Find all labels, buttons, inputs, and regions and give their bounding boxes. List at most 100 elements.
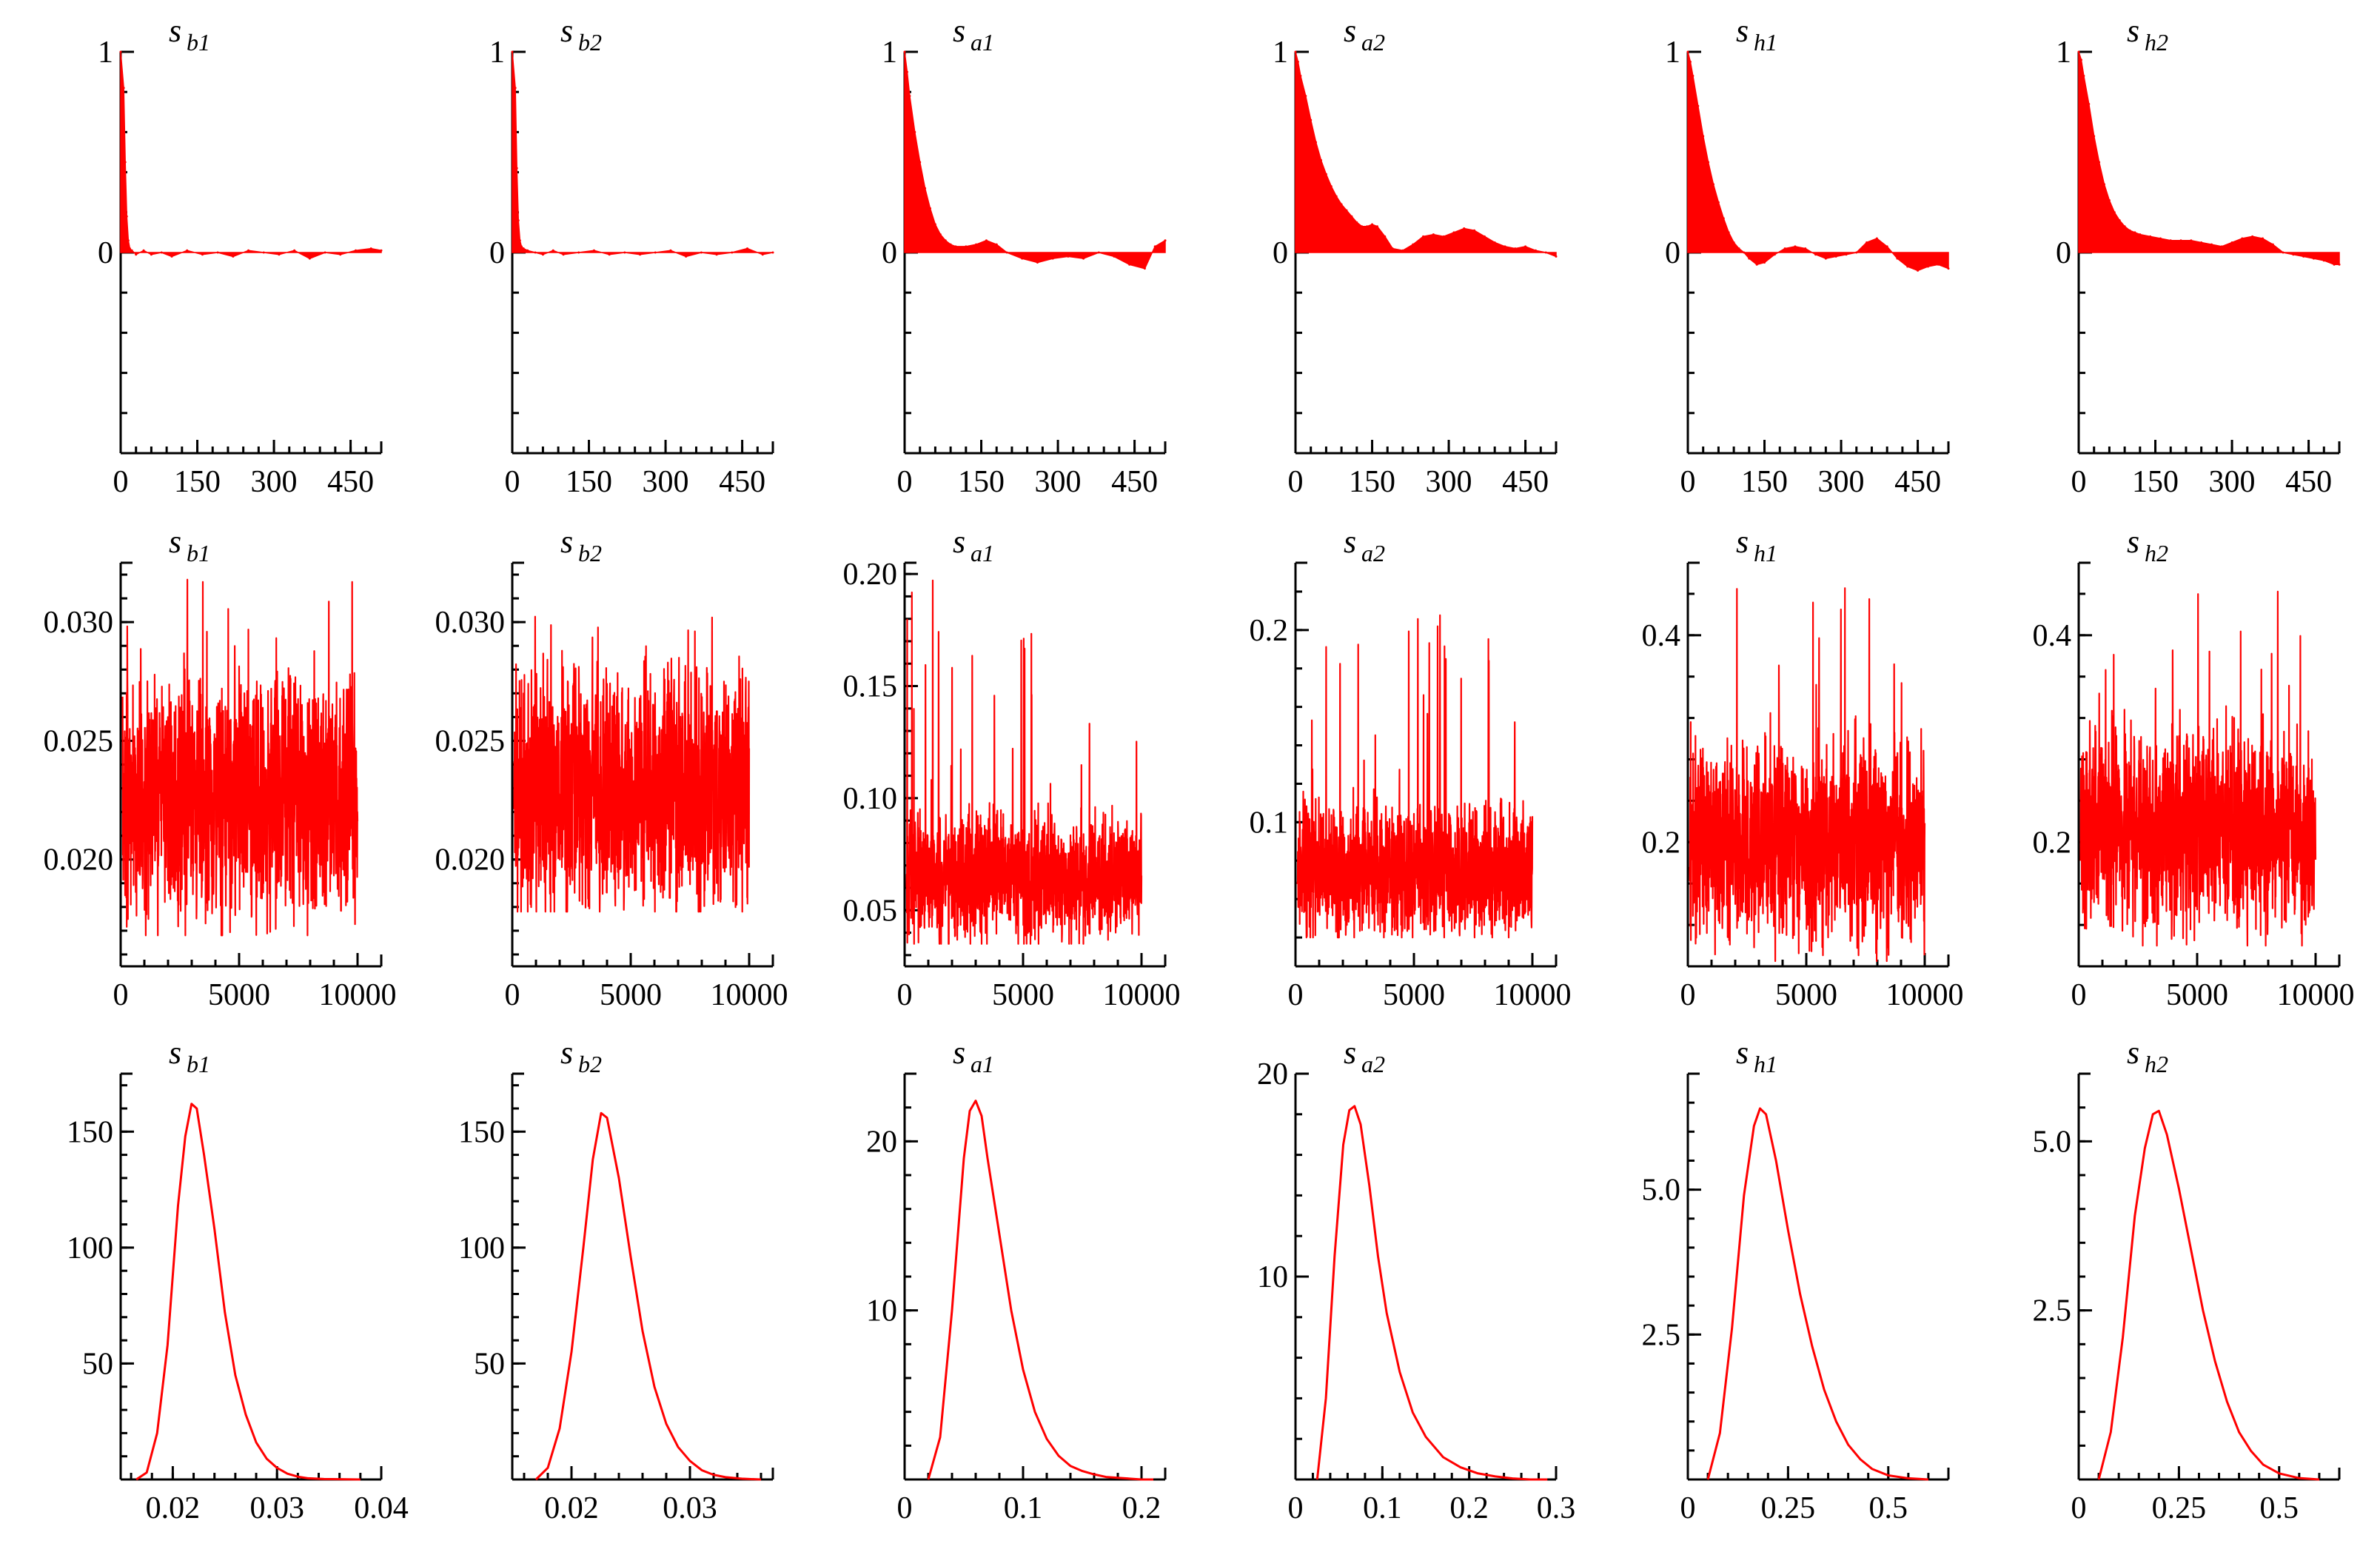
trace-line — [1298, 615, 1532, 937]
acf-point — [309, 258, 311, 260]
acf-point — [1082, 258, 1085, 260]
acf-point — [1712, 183, 1714, 185]
x-tick-label: 0.03 — [249, 1491, 304, 1525]
panel-title: s — [1736, 13, 1749, 49]
x-tick-label: 0.2 — [1122, 1491, 1161, 1525]
acf-point — [1335, 195, 1338, 198]
acf-point — [2180, 239, 2182, 241]
y-tick-label: 0 — [489, 236, 505, 270]
y-tick-label: 100 — [458, 1231, 505, 1265]
acf-point — [1697, 105, 1699, 107]
y-tick-label: 0.2 — [1250, 614, 1289, 648]
y-tick-label: 0 — [882, 236, 897, 270]
x-tick-label: 10000 — [319, 978, 397, 1012]
panel-title-subscript: b2 — [578, 540, 602, 566]
density-line — [536, 1113, 761, 1479]
x-tick-label: 0.25 — [1761, 1491, 1816, 1525]
acf-point — [217, 252, 219, 254]
acf-point — [1948, 267, 1950, 270]
acf-point — [731, 252, 733, 254]
y-tick-label: 0 — [98, 236, 113, 270]
acf-point — [1738, 247, 1740, 250]
x-tick-label: 450 — [327, 465, 374, 499]
acf-point — [2302, 255, 2304, 258]
acf-point — [1845, 253, 1847, 255]
x-tick-label: 5000 — [1775, 978, 1837, 1012]
acf-point — [339, 253, 341, 255]
trace-line — [2081, 592, 2316, 946]
acf-point — [716, 253, 718, 255]
acf-point — [126, 215, 128, 218]
y-tick-label: 0.2 — [1642, 826, 1681, 860]
acf-point — [1432, 233, 1435, 235]
acf-point — [1535, 250, 1537, 252]
y-tick-label: 2.5 — [2033, 1294, 2072, 1328]
acf-point — [906, 71, 908, 73]
acf-point — [1006, 252, 1008, 254]
acf-point — [746, 247, 748, 250]
acf-point — [1692, 75, 1694, 77]
x-tick-label: 0 — [113, 465, 129, 499]
y-tick-label: 10 — [1257, 1260, 1288, 1294]
y-tick-label: 0.20 — [843, 558, 898, 592]
acf-point — [1463, 227, 1465, 230]
x-tick-label: 300 — [643, 465, 689, 499]
acf-point — [593, 250, 595, 252]
acf-point — [2323, 259, 2325, 261]
acf-point — [1524, 245, 1526, 247]
acf-point — [1689, 61, 1692, 63]
acf-area — [2079, 52, 2339, 264]
acf-point — [2231, 241, 2233, 244]
acf-point — [1320, 159, 1322, 161]
y-tick-label: 0.1 — [1250, 806, 1289, 840]
acf-point — [975, 244, 977, 246]
acf-point — [2108, 199, 2111, 201]
panel-title-subscript: a2 — [1361, 29, 1385, 56]
acf-point — [127, 239, 130, 241]
x-tick-label: 10000 — [711, 978, 788, 1012]
panel-title: s — [169, 524, 181, 560]
y-tick-label: 100 — [67, 1231, 113, 1265]
x-tick-label: 0 — [897, 1491, 913, 1525]
acf-point — [1866, 241, 1868, 244]
panel-title: s — [1344, 1034, 1356, 1071]
x-tick-label: 0.25 — [2152, 1491, 2207, 1525]
acf-point — [135, 253, 137, 255]
acf-point — [1021, 258, 1023, 260]
x-tick-label: 5000 — [1383, 978, 1445, 1012]
trace-line — [907, 581, 1142, 944]
panel-title-subscript: h1 — [1754, 1051, 1777, 1077]
acf-point — [654, 252, 657, 254]
acf-point — [950, 244, 952, 246]
acf-point — [1514, 247, 1516, 250]
panel-title: s — [169, 1034, 181, 1071]
acf-point — [1748, 258, 1750, 260]
panel-title: s — [560, 13, 573, 49]
acf-point — [609, 253, 611, 255]
acf-point — [124, 161, 127, 164]
acf-point — [1128, 264, 1130, 266]
acf-point — [186, 250, 188, 252]
acf-point — [2221, 245, 2223, 247]
acf-point — [2200, 241, 2202, 244]
panel-title-subscript: a1 — [971, 540, 994, 566]
acf-point — [945, 239, 947, 241]
acf-point — [1350, 215, 1352, 218]
acf-point — [1876, 238, 1878, 240]
acf-point — [1473, 230, 1475, 232]
panel-title-subscript: a2 — [1361, 1051, 1385, 1077]
y-tick-label: 2.5 — [1642, 1318, 1681, 1352]
acf-point — [985, 239, 988, 241]
x-tick-label: 0 — [1288, 465, 1304, 499]
acf-point — [904, 51, 906, 53]
panel-title-subscript: h2 — [2145, 540, 2168, 566]
panel-title-subscript: h2 — [2145, 1051, 2168, 1077]
acf-point — [2282, 252, 2285, 254]
acf-point — [1361, 225, 1363, 227]
panel-title-subscript: a1 — [971, 29, 994, 56]
